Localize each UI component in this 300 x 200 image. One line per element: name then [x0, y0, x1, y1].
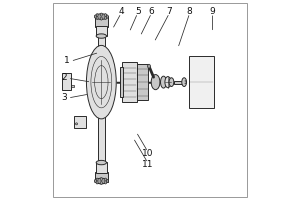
- Ellipse shape: [106, 15, 108, 18]
- Ellipse shape: [169, 78, 174, 86]
- Ellipse shape: [105, 16, 106, 20]
- Ellipse shape: [160, 76, 166, 88]
- Bar: [98, 86, 105, 183]
- Ellipse shape: [96, 178, 98, 181]
- Ellipse shape: [100, 177, 102, 181]
- Bar: [96, 26, 106, 36]
- Ellipse shape: [148, 64, 150, 68]
- Ellipse shape: [76, 123, 77, 125]
- Ellipse shape: [96, 181, 98, 184]
- Text: 8: 8: [187, 7, 193, 16]
- Ellipse shape: [185, 80, 186, 81]
- Text: 7: 7: [167, 7, 172, 16]
- Ellipse shape: [182, 78, 187, 86]
- Text: 2: 2: [61, 73, 67, 82]
- Bar: [96, 162, 106, 173]
- Text: 3: 3: [61, 93, 67, 102]
- Ellipse shape: [94, 179, 96, 183]
- Text: 9: 9: [210, 7, 215, 16]
- Ellipse shape: [96, 14, 98, 17]
- Bar: [174, 81, 183, 84]
- Bar: [95, 172, 108, 182]
- Ellipse shape: [94, 15, 96, 18]
- Ellipse shape: [96, 16, 98, 20]
- Text: 11: 11: [142, 160, 154, 169]
- Ellipse shape: [96, 34, 106, 38]
- Bar: [137, 64, 148, 100]
- Text: 6: 6: [149, 7, 155, 16]
- Bar: [95, 16, 108, 27]
- Ellipse shape: [165, 77, 171, 88]
- Bar: [74, 116, 86, 128]
- Ellipse shape: [96, 160, 106, 165]
- Ellipse shape: [94, 178, 108, 184]
- Ellipse shape: [86, 45, 116, 119]
- Ellipse shape: [105, 181, 106, 184]
- Text: 10: 10: [142, 149, 154, 158]
- Ellipse shape: [94, 14, 108, 19]
- Ellipse shape: [106, 179, 108, 183]
- Ellipse shape: [185, 83, 186, 84]
- Ellipse shape: [100, 17, 102, 20]
- Text: 4: 4: [118, 7, 124, 16]
- Bar: [120, 67, 123, 97]
- Bar: [98, 15, 105, 78]
- Bar: [122, 62, 137, 102]
- Bar: [189, 56, 214, 108]
- Ellipse shape: [105, 14, 106, 17]
- Ellipse shape: [151, 75, 160, 90]
- Bar: [61, 73, 71, 90]
- Bar: [71, 85, 74, 87]
- Text: 1: 1: [64, 56, 70, 65]
- Ellipse shape: [100, 13, 102, 16]
- Text: 5: 5: [135, 7, 141, 16]
- Ellipse shape: [100, 181, 102, 185]
- Ellipse shape: [105, 178, 106, 181]
